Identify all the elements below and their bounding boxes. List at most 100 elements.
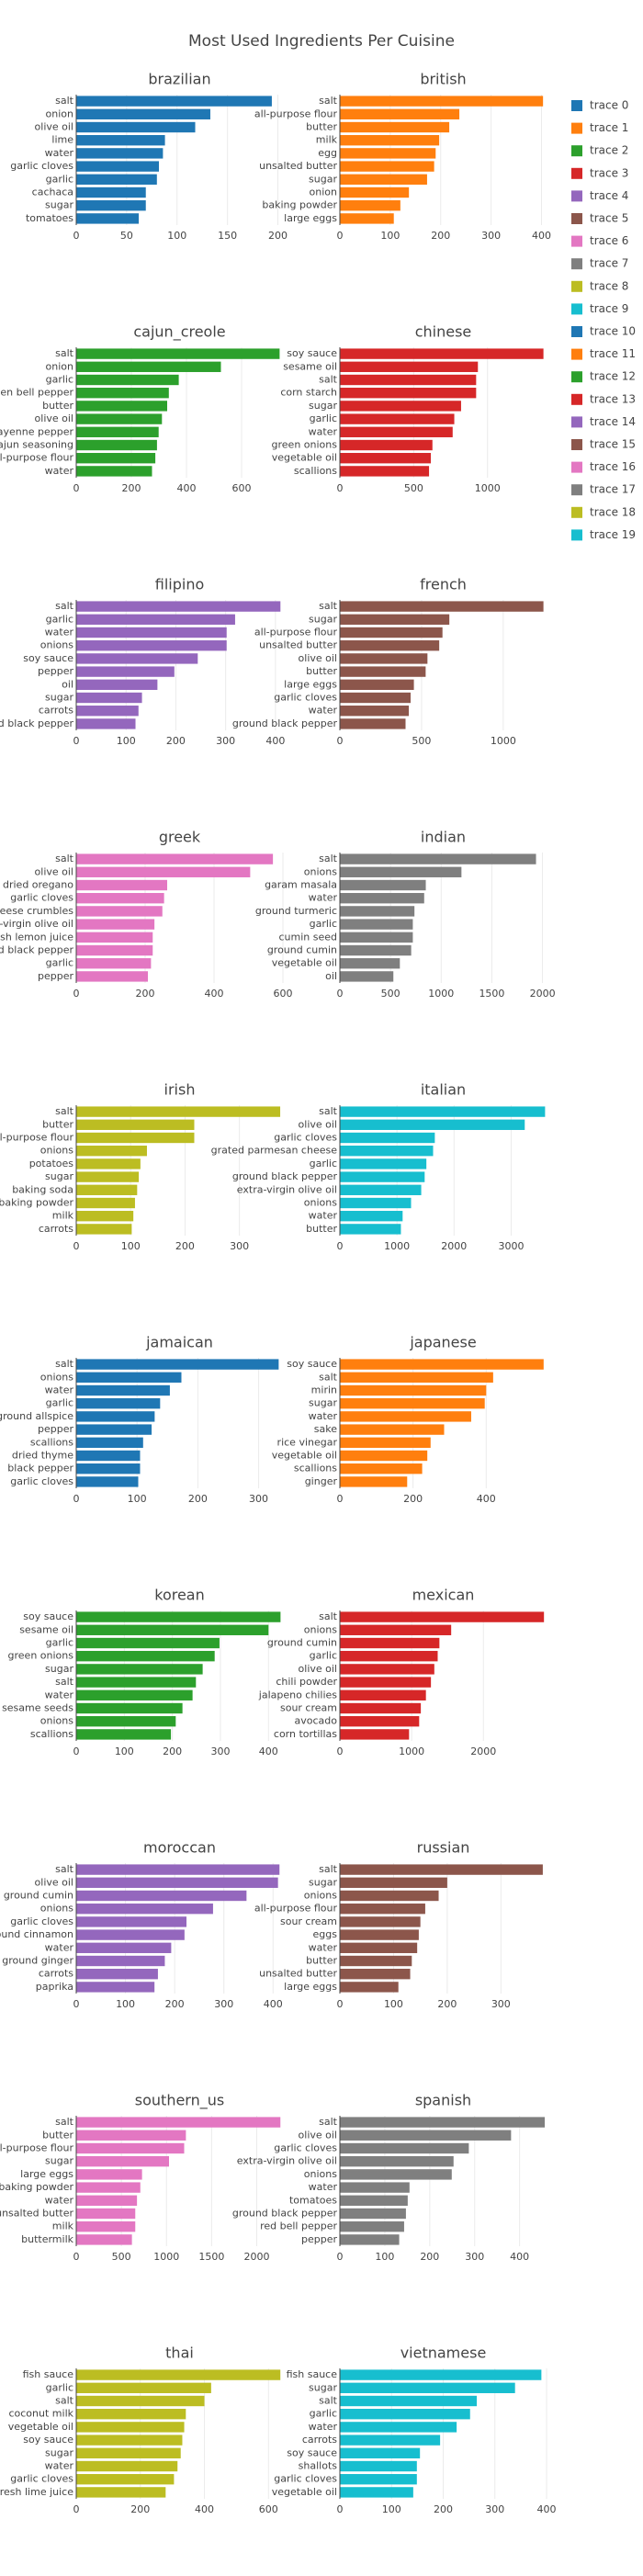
bar bbox=[340, 1702, 422, 1714]
bar bbox=[76, 932, 153, 943]
bar bbox=[340, 2409, 470, 2420]
bar bbox=[76, 1476, 139, 1487]
bar bbox=[340, 893, 424, 904]
y-tick-label: coconut milk bbox=[8, 2408, 73, 2420]
bar bbox=[76, 666, 175, 677]
y-tick-label: vegetable oil bbox=[272, 957, 337, 969]
y-tick-label: corn starch bbox=[280, 387, 337, 399]
bar bbox=[76, 1664, 203, 1675]
bar bbox=[340, 1372, 493, 1383]
bar bbox=[76, 2487, 166, 2498]
x-tick-label: 0 bbox=[73, 1240, 80, 1252]
y-tick-label: garam masala bbox=[265, 879, 337, 891]
subplot-title: vietnamese bbox=[400, 2344, 487, 2362]
x-tick-label: 3000 bbox=[498, 1240, 524, 1252]
x-tick-label: 400 bbox=[195, 2503, 214, 2515]
y-tick-label: scallions bbox=[294, 1463, 337, 1474]
bar bbox=[76, 1969, 158, 1980]
y-tick-label: water bbox=[309, 2421, 338, 2433]
bar bbox=[76, 706, 139, 717]
y-tick-label: oil bbox=[62, 678, 73, 690]
y-tick-label: olive oil bbox=[299, 1118, 337, 1130]
y-tick-label: butter bbox=[306, 665, 337, 677]
y-tick-label: ground cumin bbox=[4, 1890, 73, 1902]
bar bbox=[76, 893, 164, 904]
x-tick-label: 300 bbox=[216, 735, 235, 747]
x-tick-label: 100 bbox=[375, 2251, 394, 2263]
bar bbox=[340, 879, 426, 891]
subplot-title: japanese bbox=[409, 1334, 476, 1351]
bar bbox=[76, 466, 152, 477]
y-tick-label: carrots bbox=[302, 2434, 337, 2446]
y-tick-label: black pepper bbox=[7, 1463, 73, 1474]
y-tick-label: fish sauce bbox=[287, 2368, 338, 2380]
y-tick-label: olive oil bbox=[35, 865, 73, 877]
y-tick-label: green bell pepper bbox=[0, 387, 73, 399]
bar bbox=[340, 1450, 428, 1462]
bar bbox=[76, 108, 210, 119]
bar bbox=[340, 1624, 452, 1635]
y-tick-label: cayenne pepper bbox=[0, 425, 73, 437]
y-tick-label: all-purpose flour bbox=[254, 1903, 338, 1915]
y-tick-label: vegetable oil bbox=[272, 452, 337, 464]
x-tick-label: 1000 bbox=[399, 1746, 424, 1757]
bar bbox=[340, 1637, 440, 1649]
x-tick-label: 0 bbox=[73, 735, 80, 747]
x-tick-label: 400 bbox=[477, 1493, 496, 1505]
x-tick-label: 200 bbox=[122, 482, 141, 494]
y-tick-label: sugar bbox=[45, 2155, 73, 2167]
x-tick-label: 400 bbox=[537, 2503, 557, 2515]
legend-label: trace 19 bbox=[590, 528, 636, 541]
bar bbox=[340, 1929, 419, 1940]
bar bbox=[340, 1424, 445, 1435]
legend-label: trace 18 bbox=[590, 505, 636, 518]
x-tick-label: 500 bbox=[381, 988, 400, 1000]
bar bbox=[340, 466, 430, 477]
y-tick-label: soy sauce bbox=[23, 2434, 73, 2446]
y-tick-label: tomatoes bbox=[289, 2194, 337, 2206]
legend-swatch bbox=[571, 461, 582, 473]
bar bbox=[76, 1106, 281, 1117]
y-tick-label: milk bbox=[52, 1210, 74, 1222]
subplot-title: mexican bbox=[412, 1587, 475, 1604]
bar bbox=[340, 2195, 408, 2206]
y-tick-label: olive oil bbox=[299, 2129, 337, 2141]
bar bbox=[76, 213, 140, 224]
bar bbox=[76, 361, 221, 372]
y-tick-label: ginger bbox=[305, 1475, 338, 1487]
y-tick-label: ground black pepper bbox=[232, 2208, 338, 2220]
legend-swatch bbox=[571, 416, 582, 428]
y-tick-label: vegetable oil bbox=[272, 2486, 337, 2498]
bar bbox=[76, 2169, 142, 2180]
y-tick-label: garlic bbox=[46, 173, 73, 185]
bar bbox=[76, 919, 155, 930]
bar bbox=[76, 614, 235, 625]
x-tick-label: 600 bbox=[274, 988, 293, 1000]
y-tick-label: soy sauce bbox=[287, 1358, 337, 1370]
x-tick-label: 300 bbox=[481, 230, 501, 242]
y-tick-label: salt bbox=[319, 1371, 338, 1383]
y-tick-label: all-purpose flour bbox=[0, 452, 73, 464]
x-tick-label: 100 bbox=[121, 1240, 141, 1252]
x-tick-label: 400 bbox=[205, 988, 224, 1000]
bar bbox=[340, 161, 434, 172]
subplot-title: cajun_creole bbox=[133, 323, 225, 342]
x-tick-label: 200 bbox=[434, 2503, 453, 2515]
bar bbox=[340, 1184, 422, 1195]
y-tick-label: olive oil bbox=[35, 412, 73, 424]
bar bbox=[76, 200, 146, 211]
bar bbox=[340, 2221, 404, 2232]
x-tick-label: 100 bbox=[116, 1998, 135, 2010]
y-tick-label: onions bbox=[304, 1890, 337, 1902]
y-tick-label: scallions bbox=[30, 1436, 73, 1448]
legend-label: trace 5 bbox=[590, 212, 628, 225]
y-tick-label: sesame oil bbox=[19, 1623, 73, 1635]
y-tick-label: sugar bbox=[309, 173, 337, 185]
x-tick-label: 1000 bbox=[491, 735, 516, 747]
x-tick-label: 200 bbox=[165, 1998, 185, 2010]
bar bbox=[76, 2182, 141, 2193]
x-tick-label: 100 bbox=[115, 1746, 134, 1757]
y-tick-label: onion bbox=[46, 107, 73, 119]
bar bbox=[76, 1211, 134, 1222]
x-tick-label: 0 bbox=[337, 1746, 344, 1757]
